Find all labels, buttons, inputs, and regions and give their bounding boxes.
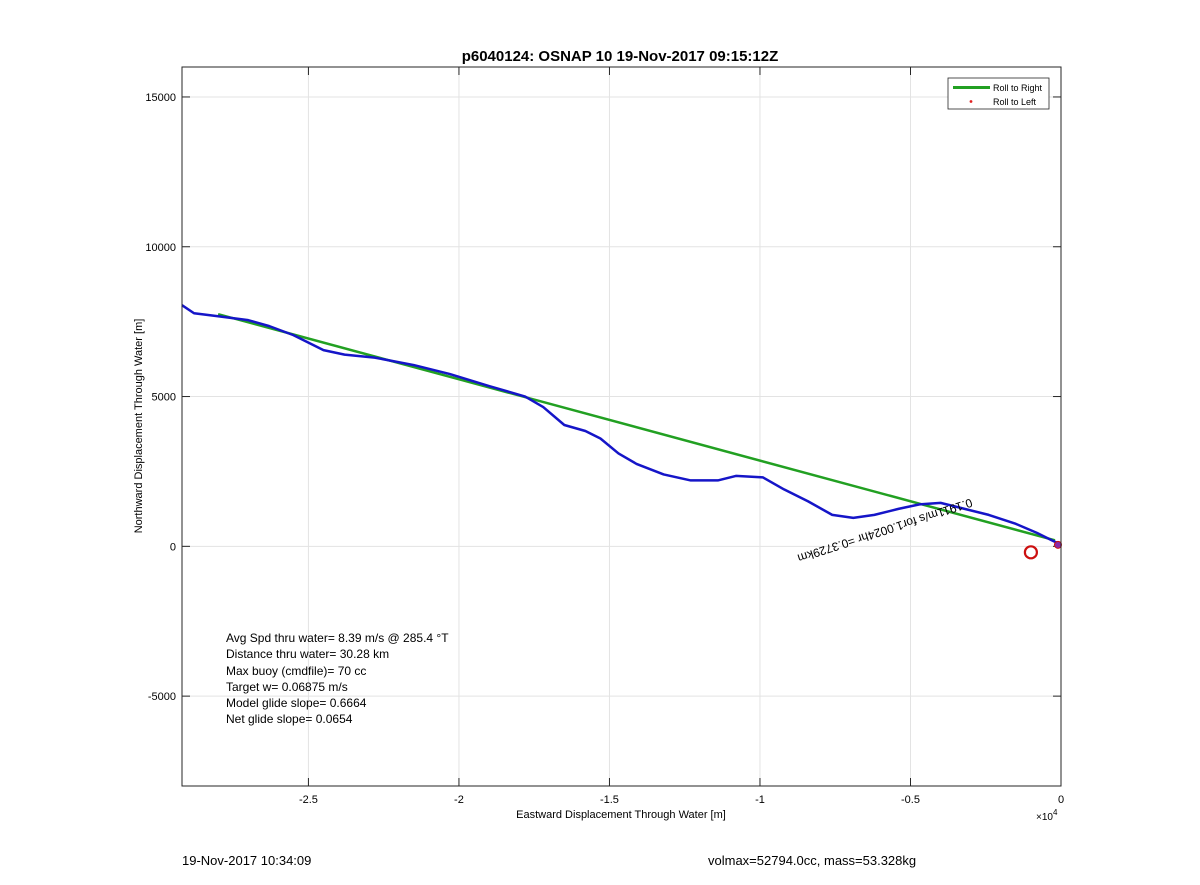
- legend-label-roll-right: Roll to Right: [993, 83, 1043, 93]
- x-axis-label: Eastward Displacement Through Water [m]: [516, 809, 726, 821]
- footer-vol-mass: volmax=52794.0cc, mass=53.328kg: [708, 853, 917, 868]
- series-end-marker: [1053, 540, 1062, 549]
- plot-area: [182, 67, 1061, 786]
- y-tick-labels: -5000 0 5000 10000 15000: [145, 92, 176, 703]
- y-axis-label: Northward Displacement Through Water [m]: [133, 319, 145, 534]
- series-layer: [181, 304, 1062, 560]
- series-line-roll-right: [217, 312, 1056, 542]
- x-tick-label: 0: [1058, 794, 1064, 806]
- y-tick-label: 0: [170, 541, 176, 553]
- legend-label-roll-left: Roll to Left: [993, 97, 1037, 107]
- legend-marker-roll-left: [969, 100, 973, 103]
- x-tick-label: -2: [454, 794, 464, 806]
- y-tick-label: 5000: [152, 392, 176, 404]
- series-point-circle: [1023, 545, 1038, 560]
- stats-line-max-buoy: Max buoy (cmdfile)= 70 cc: [226, 664, 366, 678]
- stats-line-avg-speed: Avg Spd thru water= 8.39 m/s @ 285.4 °T: [226, 631, 449, 645]
- series-line-track: [181, 304, 1061, 546]
- x-tick-label: -1.5: [600, 794, 619, 806]
- stats-line-distance: Distance thru water= 30.28 km: [226, 647, 389, 661]
- x-exponent-power: 4: [1053, 808, 1058, 817]
- footer-timestamp: 19-Nov-2017 10:34:09: [182, 853, 312, 868]
- x-exponent-label: ×104: [1036, 808, 1058, 823]
- x-tick-label: -1: [755, 794, 765, 806]
- x-tick-label: -0.5: [901, 794, 920, 806]
- chart-title: p6040124: OSNAP 10 19-Nov-2017 09:15:12Z: [462, 48, 779, 65]
- stats-line-net-glide: Net glide slope= 0.0654: [226, 712, 353, 726]
- x-tick-labels: -2.5 -2 -1.5 -1 -0.5 0: [299, 794, 1064, 806]
- y-tick-label: 15000: [145, 92, 176, 104]
- legend: Roll to Right Roll to Left: [947, 77, 1050, 110]
- x-exponent-base: ×10: [1036, 812, 1053, 823]
- y-tick-label: 10000: [145, 242, 176, 254]
- plot-frame: [181, 66, 1062, 787]
- stats-line-target-w: Target w= 0.06875 m/s: [226, 680, 348, 694]
- x-tick-label: -2.5: [299, 794, 318, 806]
- legend-box: [947, 77, 1050, 110]
- stats-line-model-glide: Model glide slope= 0.6664: [226, 696, 367, 710]
- stats-block: Avg Spd thru water= 8.39 m/s @ 285.4 °T …: [226, 631, 449, 726]
- y-tick-label: -5000: [148, 691, 176, 703]
